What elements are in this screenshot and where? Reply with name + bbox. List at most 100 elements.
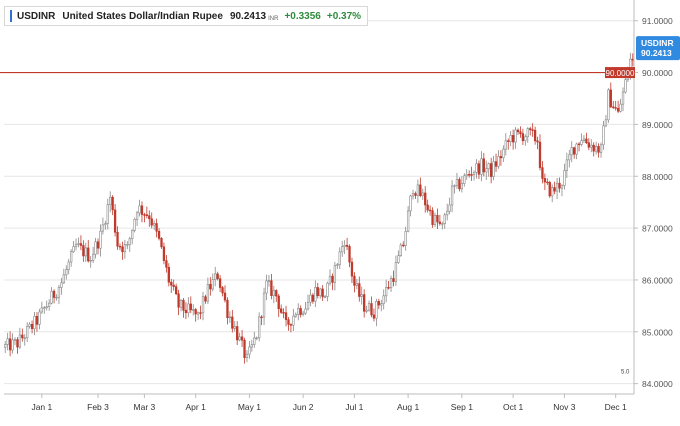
candle-body — [184, 309, 188, 314]
candle-body — [402, 244, 405, 247]
candle-body — [553, 187, 556, 192]
candle-body — [111, 196, 114, 211]
candle-body — [216, 273, 219, 280]
candle-body — [602, 125, 605, 146]
candle-body — [331, 275, 334, 283]
candle-body — [492, 161, 495, 177]
candle-body — [519, 131, 522, 134]
candle-body — [123, 244, 127, 253]
candle-body — [372, 314, 376, 319]
candle-body — [563, 170, 566, 186]
candle-body — [521, 133, 525, 142]
candle-body — [455, 179, 459, 187]
candle-body — [380, 303, 383, 306]
current-price-box[interactable] — [636, 36, 680, 61]
candle-body — [131, 230, 134, 240]
x-tick-label: Oct 1 — [503, 402, 524, 412]
candle-body — [316, 287, 319, 297]
candle-body — [153, 223, 156, 226]
candle-body — [570, 147, 573, 156]
y-tick-label: 90.0000 — [642, 68, 673, 78]
candle-body — [592, 144, 595, 152]
candle-body — [414, 193, 417, 196]
candle-body — [33, 316, 36, 330]
candle-body — [248, 346, 251, 355]
candle-body — [69, 251, 73, 263]
symbol-header[interactable]: USDINR United States Dollar/Indian Rupee… — [4, 6, 369, 26]
candle-body — [560, 185, 564, 189]
candle-body — [328, 275, 332, 284]
candle-body — [494, 161, 498, 167]
candle-body — [509, 135, 512, 142]
x-tick-label: May 1 — [238, 402, 261, 412]
candle-body — [392, 278, 395, 282]
candle-body — [284, 312, 288, 320]
candle-body — [538, 141, 542, 168]
candle-body — [165, 260, 168, 268]
candle-body — [270, 280, 273, 296]
x-tick-label: Dec 1 — [605, 402, 627, 412]
candle-body — [45, 306, 48, 309]
candle-body — [148, 215, 151, 220]
candle-body — [282, 312, 285, 314]
candle-body — [196, 312, 200, 315]
candle-body — [16, 339, 19, 348]
candle-body — [621, 91, 625, 105]
candle-body — [524, 136, 527, 142]
candle-body — [140, 205, 144, 215]
candle-body — [353, 275, 356, 286]
candle-body — [74, 243, 78, 247]
y-tick-label: 87.0000 — [642, 224, 673, 234]
candle-body — [262, 292, 266, 318]
candle-body — [526, 128, 529, 138]
candle-body — [446, 210, 449, 216]
candle-body — [8, 338, 12, 351]
candle-body — [13, 339, 17, 341]
candle-body — [65, 269, 68, 276]
candle-body — [82, 245, 85, 257]
x-tick-label: Sep 1 — [451, 402, 473, 412]
candle-body — [106, 204, 109, 224]
candle-body — [172, 284, 175, 287]
candle-body — [443, 214, 446, 224]
candle-body — [580, 140, 583, 145]
candle-body — [294, 314, 297, 317]
candle-body — [599, 144, 603, 153]
candle-body — [387, 287, 390, 289]
candle-body — [433, 215, 437, 225]
candle-body — [587, 142, 590, 148]
candle-body — [419, 184, 422, 196]
candle-body — [265, 280, 268, 294]
y-tick-label: 85.0000 — [642, 327, 673, 337]
candle-body — [529, 128, 532, 131]
last-price: 90.2413 — [229, 10, 267, 22]
candle-body — [279, 308, 283, 313]
candle-body — [463, 175, 466, 184]
candle-body — [214, 273, 217, 280]
candle-body — [177, 293, 180, 308]
candle-body — [40, 307, 44, 313]
candle-body — [426, 204, 429, 211]
candle-body — [77, 243, 80, 245]
candle-body — [187, 303, 190, 314]
y-tick-label: 88.0000 — [642, 172, 673, 182]
candle-body — [370, 303, 373, 316]
grid — [4, 20, 634, 385]
candle-body — [143, 214, 146, 216]
x-tick-label: Aug 1 — [397, 402, 419, 412]
candle-body — [382, 295, 385, 304]
candle-body — [314, 287, 317, 302]
candle-body — [345, 244, 349, 247]
candle-body — [228, 316, 232, 319]
candle-body — [79, 243, 83, 246]
candle-body — [499, 156, 503, 159]
candle-body — [558, 182, 561, 189]
candle-body — [145, 214, 149, 216]
candle-body — [287, 319, 290, 325]
price-change: +0.3356 — [284, 10, 321, 22]
candle-body — [350, 261, 354, 277]
candle-body — [38, 311, 41, 325]
candle-body — [450, 185, 454, 206]
